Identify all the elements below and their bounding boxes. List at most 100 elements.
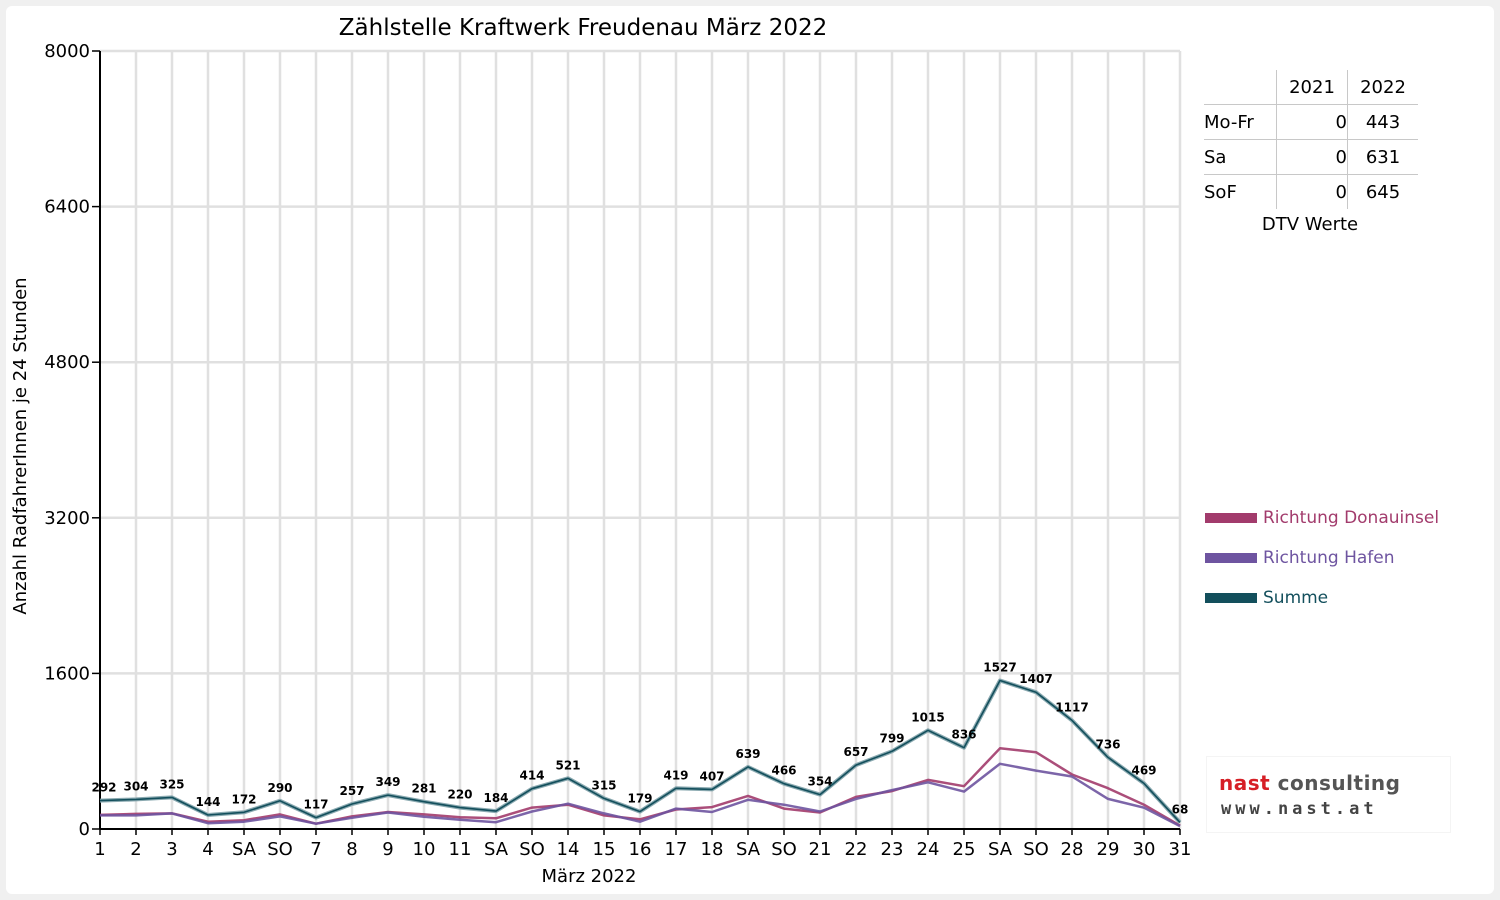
nast-consulting-logo: nast consulting www.nast.at xyxy=(1206,756,1451,833)
dtv-value-2021: 0 xyxy=(1276,174,1348,209)
data-labels: 292 304 325 144 172 290 117 257 349 281 220 184 414 5… xyxy=(91,660,1188,816)
dtv-value-2021: 0 xyxy=(1276,104,1348,140)
legend-label: Summe xyxy=(1263,588,1329,608)
y-tick-label: 4800 xyxy=(44,352,90,373)
y-tick-label: 6400 xyxy=(44,197,90,218)
x-tick-label: SA xyxy=(484,839,509,860)
x-tick-label: SO xyxy=(519,839,545,860)
data-label: 290 xyxy=(267,781,292,795)
legend-label: Richtung Donauinsel xyxy=(1263,508,1440,528)
logo-wordmark: nast consulting xyxy=(1219,771,1400,795)
data-label: 144 xyxy=(195,795,220,809)
dtv-value-2022: 631 xyxy=(1347,139,1418,175)
chart-frame: Zählstelle Kraftwerk Freudenau März 2022… xyxy=(6,6,1494,894)
data-label: 292 xyxy=(91,781,116,795)
x-tick-label: 2 xyxy=(130,839,141,860)
series-line-summe xyxy=(99,679,1181,823)
x-tick-label: 30 xyxy=(1133,839,1156,860)
logo-url: www.nast.at xyxy=(1221,799,1378,819)
series-lines xyxy=(99,678,1182,828)
chart-title: Zählstelle Kraftwerk Freudenau März 2022 xyxy=(339,15,827,41)
data-label: 407 xyxy=(699,769,724,783)
data-label: 179 xyxy=(627,792,652,806)
x-tick-label: SA xyxy=(736,839,761,860)
x-tick-label: 17 xyxy=(665,839,688,860)
data-label: 68 xyxy=(1172,802,1189,816)
x-tick-label: SO xyxy=(267,839,293,860)
data-label: 354 xyxy=(807,775,832,789)
legend-swatch xyxy=(1205,593,1257,603)
data-label: 419 xyxy=(663,768,688,782)
x-tick-label: SA xyxy=(988,839,1013,860)
x-tick-label: 4 xyxy=(202,839,213,860)
data-label: 304 xyxy=(123,779,148,793)
x-tick-label: 15 xyxy=(593,839,616,860)
x-tick-label: 22 xyxy=(845,839,868,860)
data-label: 315 xyxy=(591,778,616,792)
data-label: 117 xyxy=(303,798,328,812)
x-tick-label: 24 xyxy=(917,839,940,860)
x-tick-label: 8 xyxy=(346,839,357,860)
dtv-table: 2021 2022 Mo-Fr 0 443 Sa 0 631 SoF 0 645 xyxy=(1204,70,1418,209)
dtv-header-empty xyxy=(1204,70,1277,105)
y-tick-label: 8000 xyxy=(44,41,90,62)
data-label: 184 xyxy=(483,791,508,805)
y-tick-label: 0 xyxy=(79,819,90,840)
y-axis-label: Anzahl RadfahrerInnen je 24 Stunden xyxy=(10,277,31,614)
data-label: 1527 xyxy=(983,660,1016,674)
data-label: 639 xyxy=(735,747,760,761)
line-chart: Zählstelle Kraftwerk Freudenau März 2022… xyxy=(10,15,1191,887)
data-label: 220 xyxy=(447,788,472,802)
dtv-value-2022: 443 xyxy=(1347,104,1418,140)
logo-word-nast: nast xyxy=(1219,771,1271,795)
data-label: 349 xyxy=(375,775,400,789)
dtv-row-label: SoF xyxy=(1204,174,1277,209)
x-tick-label: 31 xyxy=(1169,839,1192,860)
x-tick-label: 16 xyxy=(629,839,652,860)
data-label: 281 xyxy=(411,782,436,796)
chart-legend: Richtung Donauinsel Richtung Hafen Summe xyxy=(1205,498,1439,618)
x-tick-label: 10 xyxy=(413,839,436,860)
x-tick-label: 18 xyxy=(701,839,724,860)
dtv-row-sof: SoF 0 645 xyxy=(1204,174,1418,209)
data-label: 466 xyxy=(771,764,796,778)
logo-word-consulting: consulting xyxy=(1277,771,1401,795)
data-label: 469 xyxy=(1131,763,1156,777)
dtv-caption: DTV Werte xyxy=(1261,214,1359,235)
x-tick-label: 3 xyxy=(166,839,177,860)
x-tick-label: 7 xyxy=(310,839,321,860)
dtv-header-2021: 2021 xyxy=(1276,70,1348,105)
data-label: 799 xyxy=(879,731,904,745)
dtv-row-label: Mo-Fr xyxy=(1204,104,1277,140)
chart-axes xyxy=(92,50,1181,835)
data-label: 414 xyxy=(519,769,544,783)
x-tick-label: 11 xyxy=(449,839,472,860)
x-tick-label: 1 xyxy=(94,839,105,860)
x-tick-label: 28 xyxy=(1061,839,1084,860)
x-tick-label: SO xyxy=(1023,839,1049,860)
data-label: 257 xyxy=(339,784,364,798)
legend-swatch xyxy=(1205,513,1257,523)
x-axis-label: März 2022 xyxy=(542,866,637,887)
y-tick-label: 1600 xyxy=(44,663,90,684)
series-line-richtung-donauinsel xyxy=(99,747,1181,827)
data-label: 657 xyxy=(843,745,868,759)
dtv-row-sa: Sa 0 631 xyxy=(1204,139,1418,175)
x-tick-label: 21 xyxy=(809,839,832,860)
x-tick-label: 14 xyxy=(557,839,580,860)
x-tick-label: 25 xyxy=(953,839,976,860)
x-tick-label: SO xyxy=(771,839,797,860)
legend-swatch xyxy=(1205,553,1257,563)
y-tick-label: 3200 xyxy=(44,508,90,529)
legend-item-donauinsel: Richtung Donauinsel xyxy=(1205,498,1439,538)
x-tick-label: 23 xyxy=(881,839,904,860)
legend-item-hafen: Richtung Hafen xyxy=(1205,538,1439,578)
dtv-row-mofr: Mo-Fr 0 443 xyxy=(1204,104,1418,140)
dtv-row-label: Sa xyxy=(1204,139,1277,175)
legend-label: Richtung Hafen xyxy=(1263,548,1395,568)
x-tick-label: 29 xyxy=(1097,839,1120,860)
x-tick-label: 9 xyxy=(382,839,393,860)
data-label: 172 xyxy=(231,792,256,806)
data-label: 325 xyxy=(159,777,184,791)
